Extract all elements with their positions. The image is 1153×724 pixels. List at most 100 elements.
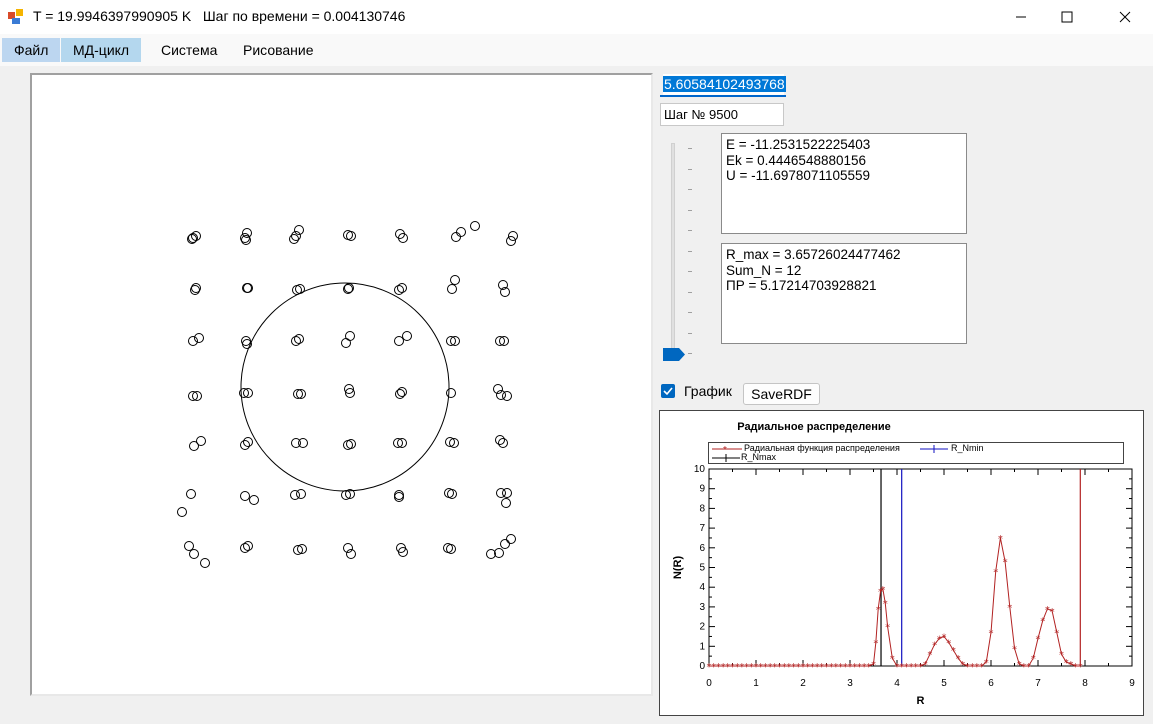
maximize-button[interactable] bbox=[1044, 0, 1090, 34]
particle bbox=[240, 233, 250, 243]
x-tick-label: 1 bbox=[753, 678, 759, 689]
app-icon bbox=[8, 9, 23, 24]
particle bbox=[501, 498, 511, 508]
slider-tick bbox=[688, 148, 692, 149]
minimize-button[interactable] bbox=[998, 0, 1044, 34]
rdf-point: * bbox=[878, 587, 883, 598]
step-field[interactable]: Шаг № 9500 bbox=[660, 103, 784, 126]
particle bbox=[506, 236, 516, 246]
value-field[interactable]: 5.60584102493768 bbox=[663, 74, 786, 96]
particle bbox=[200, 558, 210, 568]
particle bbox=[343, 543, 353, 553]
particle bbox=[456, 227, 466, 237]
particle bbox=[345, 331, 355, 341]
rdf-point: * bbox=[965, 662, 970, 673]
rdf-point: * bbox=[1031, 654, 1036, 665]
energy-line: E = -11.2531522225403 bbox=[726, 137, 871, 152]
particle bbox=[344, 384, 354, 394]
simulation-canvas[interactable] bbox=[30, 73, 653, 696]
slider-tick bbox=[688, 291, 692, 293]
rdf-point: * bbox=[932, 640, 937, 651]
energy-line: Ek = 0.4446548880156 bbox=[726, 152, 867, 168]
y-tick-label: 7 bbox=[699, 523, 705, 534]
menu-drawing[interactable]: Рисование bbox=[243, 42, 314, 58]
vertical-slider-track[interactable] bbox=[671, 143, 675, 353]
graph-checkbox-label: График bbox=[684, 383, 732, 399]
rdf-point: * bbox=[1064, 658, 1069, 669]
rdf-point: * bbox=[885, 623, 890, 634]
slider-tick bbox=[688, 168, 692, 170]
menu-system[interactable]: Система bbox=[161, 42, 218, 58]
particle bbox=[293, 389, 303, 399]
rdf-point: * bbox=[883, 599, 888, 610]
particle bbox=[394, 490, 404, 500]
rdf-point: * bbox=[739, 662, 744, 673]
particle bbox=[500, 287, 510, 297]
rdf-point: * bbox=[772, 662, 777, 673]
particle bbox=[398, 233, 408, 243]
x-tick-label: 4 bbox=[894, 678, 900, 689]
rdf-point: * bbox=[1059, 650, 1064, 661]
y-tick-label: 1 bbox=[699, 641, 705, 652]
rdf-point: * bbox=[843, 662, 848, 673]
save-rdf-button[interactable]: SaveRDF bbox=[743, 383, 820, 405]
rdf-point: * bbox=[824, 662, 829, 673]
particle bbox=[345, 388, 355, 398]
y-tick-label: 2 bbox=[699, 622, 705, 633]
close-button[interactable] bbox=[1102, 0, 1148, 34]
rdf-point: * bbox=[833, 662, 838, 673]
rdf-point: * bbox=[890, 654, 895, 665]
y-axis-label: N(R) bbox=[672, 556, 684, 580]
particle bbox=[240, 543, 250, 553]
particle bbox=[291, 438, 301, 448]
particle bbox=[249, 495, 259, 505]
menu-md-cycle[interactable]: МД-цикл bbox=[61, 38, 142, 62]
rdf-point: * bbox=[1050, 607, 1055, 618]
rdf-point: * bbox=[721, 662, 726, 673]
rdf-point: * bbox=[1021, 662, 1026, 673]
rdf-point: * bbox=[993, 567, 998, 578]
value-field-focus bbox=[660, 95, 786, 97]
particle bbox=[395, 389, 405, 399]
menu-bar: Файл МД-цикл Система Рисование bbox=[0, 34, 1153, 66]
rdf-point: * bbox=[730, 662, 735, 673]
rdf-series-line bbox=[709, 537, 1081, 667]
energy-textbox[interactable]: E = -11.2531522225403 Ek = 0.44465488801… bbox=[721, 133, 967, 234]
x-tick-label: 5 bbox=[941, 678, 947, 689]
menu-file[interactable]: Файл bbox=[2, 38, 61, 62]
rdf-point: * bbox=[782, 662, 787, 673]
rdf-point: * bbox=[927, 650, 932, 661]
particle bbox=[445, 437, 455, 447]
rdf-point: * bbox=[960, 660, 965, 671]
particle bbox=[188, 336, 198, 346]
particle bbox=[494, 548, 504, 558]
particle bbox=[470, 221, 480, 231]
particle bbox=[341, 490, 351, 500]
particle bbox=[239, 388, 249, 398]
rdf-point: * bbox=[909, 662, 914, 673]
x-tick-label: 9 bbox=[1129, 678, 1135, 689]
value-text: 5.60584102493768 bbox=[663, 76, 786, 92]
particle bbox=[345, 489, 355, 499]
particle bbox=[344, 283, 354, 293]
graph-checkbox[interactable] bbox=[661, 384, 675, 398]
particle bbox=[447, 284, 457, 294]
particle bbox=[186, 489, 196, 499]
chart-legend: * Радиальная функция распределения R_Nmi… bbox=[708, 442, 1124, 464]
rdf-point: * bbox=[829, 662, 834, 673]
rdf-point: * bbox=[871, 660, 876, 671]
maximize-icon bbox=[1061, 11, 1073, 23]
rdf-point: * bbox=[777, 662, 782, 673]
rdf-textbox[interactable]: R_max = 3.65726024477462 Sum_N = 12 ПР =… bbox=[721, 243, 967, 344]
particle-plot bbox=[177, 221, 518, 568]
slider-thumb[interactable] bbox=[663, 348, 686, 361]
particle bbox=[191, 283, 201, 293]
particle bbox=[295, 284, 305, 294]
particle bbox=[446, 388, 456, 398]
particle bbox=[297, 544, 307, 554]
close-icon bbox=[1119, 11, 1131, 23]
rdf-line: ПР = 5.17214703928821 bbox=[726, 278, 877, 293]
particle bbox=[194, 333, 204, 343]
particle bbox=[500, 539, 510, 549]
rdf-point: * bbox=[918, 662, 923, 673]
